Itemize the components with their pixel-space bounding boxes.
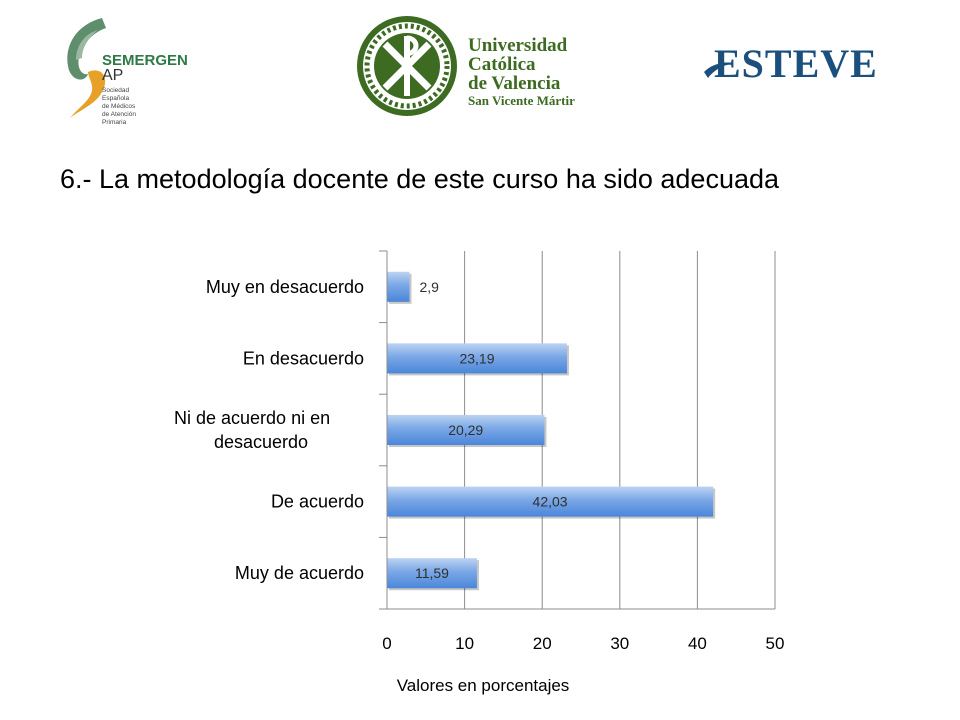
ucv-seal-icon xyxy=(357,16,457,116)
bar xyxy=(387,343,567,374)
esteve-logo: ESTEVE xyxy=(702,38,902,88)
semergen-subtitle-line: Sociedad xyxy=(102,87,130,94)
x-tick-label: 10 xyxy=(455,634,474,653)
bar xyxy=(387,558,477,589)
category-label: En desacuerdo xyxy=(243,348,364,368)
page-title: 6.- La metodología docente de este curso… xyxy=(60,164,780,194)
bar xyxy=(387,414,545,446)
ucv-subline: San Vicente Mártir xyxy=(468,93,575,108)
category-label: Ni de acuerdo ni en xyxy=(174,408,330,428)
data-label: 2,9 xyxy=(420,279,440,295)
semergen-subtitle-line: Primaria xyxy=(102,119,127,126)
logo-bar: SEMERGEN AP Sociedad Española de Médicos… xyxy=(0,0,960,140)
data-label: 11,59 xyxy=(415,565,449,581)
ucv-line: Universidad xyxy=(468,35,568,56)
semergen-emblem-icon xyxy=(67,18,106,118)
x-tick-label: 40 xyxy=(688,634,707,653)
data-label: 42,03 xyxy=(533,494,568,510)
x-tick-label: 50 xyxy=(766,634,785,653)
semergen-subtitle-line: de Atención xyxy=(102,111,136,118)
axes xyxy=(379,250,775,610)
category-label: Muy de acuerdo xyxy=(235,563,364,583)
x-tick-label: 0 xyxy=(382,634,391,653)
category-label: De acuerdo xyxy=(271,492,364,512)
data-label: 23,19 xyxy=(459,350,494,366)
esteve-wordmark: ESTEVE xyxy=(714,41,878,86)
x-tick-label: 30 xyxy=(610,634,629,653)
ucv-wordmark: Universidad Católica de Valencia San Vic… xyxy=(468,36,575,109)
x-tick-label: 20 xyxy=(533,634,552,653)
bar xyxy=(387,271,410,302)
bar xyxy=(387,486,714,517)
semergen-subtitle-line: Española xyxy=(102,95,130,102)
ucv-line: de Valencia xyxy=(468,73,561,94)
ucv-line: Católica xyxy=(468,54,536,75)
semergen-name: SEMERGEN xyxy=(102,52,188,69)
data-label: 20,29 xyxy=(448,422,483,438)
semergen-logo: SEMERGEN AP Sociedad Española de Médicos… xyxy=(58,14,198,126)
x-axis-label: Valores en porcentajes xyxy=(397,676,570,695)
semergen-suffix: AP xyxy=(102,67,124,84)
semergen-subtitle: Sociedad Española de Médicos de Atención… xyxy=(102,87,188,127)
ucv-logo: Universidad Católica de Valencia San Vic… xyxy=(352,14,592,118)
bars xyxy=(387,271,716,591)
category-label: desacuerdo xyxy=(214,432,308,452)
labels: 0 10 20 30 40 50 2,9 Muy en desacuerdo 23,19 En d… xyxy=(174,277,784,695)
esteve-swoosh-icon xyxy=(704,63,730,78)
semergen-subtitle-line: de Médicos xyxy=(102,103,136,110)
category-label: Muy en desacuerdo xyxy=(206,277,364,297)
